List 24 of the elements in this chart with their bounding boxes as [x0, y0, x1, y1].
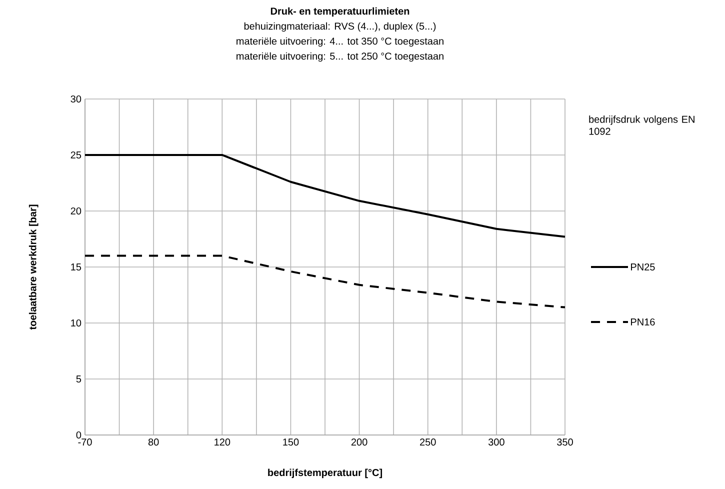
y-tick-label: 30 [70, 95, 82, 103]
x-tick-label: 150 [283, 438, 299, 446]
legend-title: bedrijfsdruk volgens EN 1092 [589, 116, 694, 135]
x-tick-label: -70 [78, 438, 92, 446]
x-tick-label: 120 [214, 438, 230, 446]
y-tick-label: 25 [70, 151, 82, 159]
y-tick-label: 0 [76, 431, 82, 439]
y-tick-label: 5 [76, 375, 82, 382]
chart-title: Druk- en temperatuurlimieten [270, 7, 410, 17]
y-axis-title: toelaatbare werkdruk [bar] [28, 204, 38, 330]
x-tick-label: 350 [557, 438, 573, 446]
x-tick-label: 300 [488, 438, 504, 446]
legend-label: PN16 [631, 318, 655, 326]
x-axis-title: bedrijfstemperatuur [°C] [268, 468, 382, 478]
x-tick-label: 80 [148, 438, 159, 446]
y-tick-label: 15 [71, 263, 82, 270]
legend-label: PN25 [631, 263, 655, 271]
y-tick-label: 10 [71, 319, 82, 327]
y-tick-label: 20 [70, 207, 82, 215]
text: materiële uitvoering: 4... tot 350 °C toegestaan [236, 37, 444, 47]
x-tick-label: 200 [351, 438, 368, 446]
x-tick-label: 250 [420, 438, 436, 446]
text: materiële uitvoering: 5... tot 250 °C toegestaan [236, 52, 444, 62]
text: behuizingmateriaal: RVS (4...), duplex (5...) [244, 22, 436, 32]
